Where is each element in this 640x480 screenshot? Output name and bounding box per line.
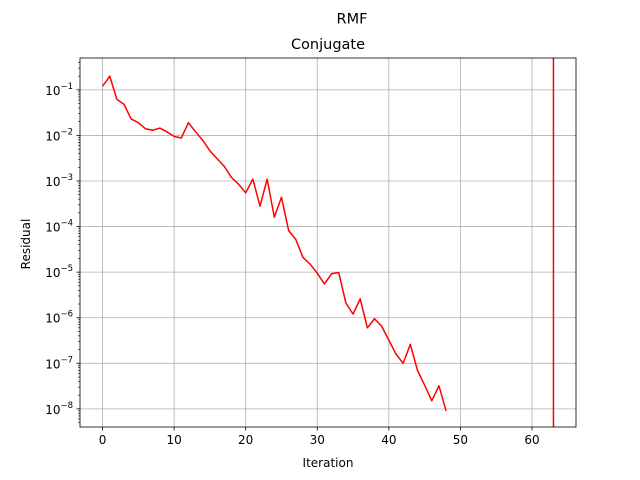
y-tick-label: 10−3	[45, 173, 73, 189]
y-axis-ticks: 10−8 10−7 10−6 10−5 10−4 10−3 10−2 10−1	[45, 62, 80, 423]
y-axis-label: Residual	[19, 219, 33, 270]
y-tick-label: 10−6	[45, 310, 73, 326]
x-tick-label: 30	[310, 433, 325, 447]
x-tick-label: 10	[166, 433, 181, 447]
y-tick-label: 10−2	[45, 127, 73, 143]
grid-lines	[80, 58, 576, 427]
x-axis-ticks: 0 10 20 30 40 50 60	[99, 427, 540, 447]
x-tick-label: 50	[453, 433, 468, 447]
x-tick-label: 20	[238, 433, 253, 447]
figure-suptitle: RMF	[337, 12, 368, 28]
plot-frame	[79, 57, 577, 428]
y-tick-label: 10−8	[45, 401, 73, 417]
series-line	[101, 75, 447, 412]
chart-title: Conjugate	[291, 37, 365, 53]
y-tick-label: 10−4	[45, 219, 73, 235]
x-tick-label: 0	[99, 433, 107, 447]
x-tick-label: 40	[381, 433, 396, 447]
y-tick-label: 10−7	[45, 355, 73, 371]
y-tick-label: 10−5	[45, 264, 73, 280]
y-tick-label: 10−1	[45, 82, 73, 98]
x-tick-label: 60	[524, 433, 539, 447]
x-axis-label: Iteration	[303, 456, 354, 470]
series-layer	[101, 58, 555, 427]
